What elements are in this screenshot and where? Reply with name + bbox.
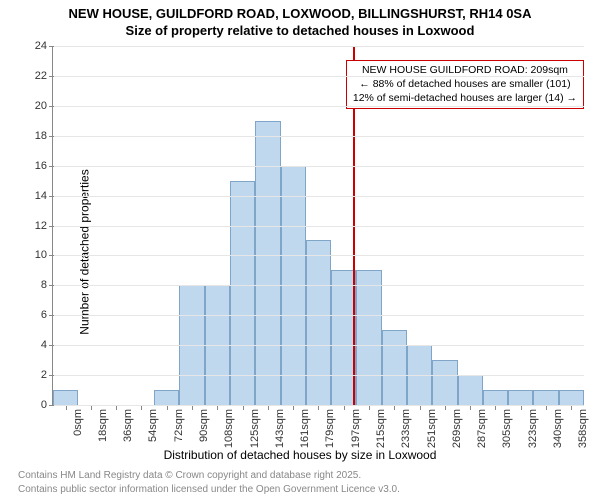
footer-line-2: Contains public sector information licen… (18, 483, 400, 497)
x-tick-label: 90sqm (192, 405, 210, 442)
plot-region: 0sqm18sqm36sqm54sqm72sqm90sqm108sqm125sq… (52, 46, 584, 406)
histogram-bar (255, 121, 280, 405)
gridline-h (53, 106, 584, 107)
x-tick-label: 18sqm (91, 405, 109, 442)
x-tick-label: 161sqm (293, 405, 311, 448)
x-tick-label: 0sqm (66, 405, 84, 436)
histogram-bar (533, 390, 558, 405)
gridline-h (53, 136, 584, 137)
histogram-bar (382, 330, 407, 405)
histogram-bar (483, 390, 508, 405)
x-tick-label: 36sqm (116, 405, 134, 442)
y-tick-label: 10 (35, 249, 53, 261)
reference-annotation: NEW HOUSE GUILDFORD ROAD: 209sqm ← 88% o… (346, 60, 584, 109)
gridline-h (53, 76, 584, 77)
footer-line-1: Contains HM Land Registry data © Crown c… (18, 469, 400, 483)
x-tick-label: 125sqm (243, 405, 261, 448)
x-tick-label: 197sqm (344, 405, 362, 448)
histogram-bar (356, 270, 381, 405)
y-tick-label: 18 (35, 130, 53, 142)
x-tick-label: 233sqm (394, 405, 412, 448)
title-line-2: Size of property relative to detached ho… (0, 23, 600, 40)
annotation-line-3: 12% of semi-detached houses are larger (… (353, 92, 577, 106)
gridline-h (53, 196, 584, 197)
histogram-bar (154, 390, 179, 405)
gridline-h (53, 285, 584, 286)
histogram-bar (508, 390, 533, 405)
x-tick-label: 358sqm (571, 405, 589, 448)
y-tick-label: 8 (41, 279, 53, 291)
histogram-bar (306, 240, 331, 405)
y-tick-label: 0 (41, 399, 53, 411)
histogram-bar (230, 181, 255, 405)
x-tick-label: 54sqm (141, 405, 159, 442)
y-tick-label: 6 (41, 309, 53, 321)
gridline-h (53, 226, 584, 227)
x-tick-label: 323sqm (521, 405, 539, 448)
x-tick-label: 340sqm (546, 405, 564, 448)
histogram-bar (559, 390, 584, 405)
y-tick-label: 2 (41, 369, 53, 381)
y-tick-label: 22 (35, 70, 53, 82)
title-line-1: NEW HOUSE, GUILDFORD ROAD, LOXWOOD, BILL… (0, 6, 600, 23)
x-tick-label: 143sqm (268, 405, 286, 448)
chart-title: NEW HOUSE, GUILDFORD ROAD, LOXWOOD, BILL… (0, 0, 600, 40)
x-axis-label: Distribution of detached houses by size … (0, 448, 600, 462)
gridline-h (53, 345, 584, 346)
annotation-line-2: ← 88% of detached houses are smaller (10… (353, 78, 577, 92)
y-tick-label: 14 (35, 190, 53, 202)
y-tick-label: 20 (35, 100, 53, 112)
footer-attribution: Contains HM Land Registry data © Crown c… (18, 469, 400, 496)
x-tick-label: 179sqm (318, 405, 336, 448)
histogram-bar (53, 390, 78, 405)
gridline-h (53, 315, 584, 316)
x-tick-label: 215sqm (369, 405, 387, 448)
y-tick-label: 24 (35, 40, 53, 52)
gridline-h (53, 405, 584, 406)
x-tick-label: 305sqm (495, 405, 513, 448)
y-tick-label: 12 (35, 220, 53, 232)
x-tick-label: 72sqm (167, 405, 185, 442)
histogram-bar (458, 375, 483, 405)
gridline-h (53, 46, 584, 47)
gridline-h (53, 255, 584, 256)
chart-area: Number of detached properties 0sqm18sqm3… (0, 42, 600, 462)
y-tick-label: 4 (41, 339, 53, 351)
x-tick-label: 287sqm (470, 405, 488, 448)
x-tick-label: 108sqm (217, 405, 235, 448)
y-tick-label: 16 (35, 160, 53, 172)
x-tick-label: 269sqm (445, 405, 463, 448)
gridline-h (53, 166, 584, 167)
x-tick-label: 251sqm (420, 405, 438, 448)
gridline-h (53, 375, 584, 376)
histogram-bar (432, 360, 457, 405)
